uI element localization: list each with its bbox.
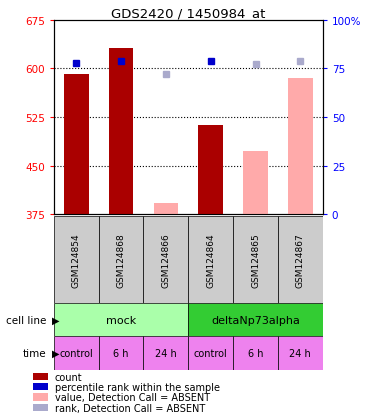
Bar [64, 75, 89, 215]
Text: mock: mock [106, 315, 136, 325]
Text: deltaNp73alpha: deltaNp73alpha [211, 315, 300, 325]
Text: control: control [194, 348, 227, 358]
Text: percentile rank within the sample: percentile rank within the sample [55, 382, 220, 392]
Bar [188, 304, 323, 337]
Bar [33, 393, 48, 401]
Text: GSM124866: GSM124866 [161, 233, 170, 287]
Bar [54, 337, 99, 370]
Text: 24 h: 24 h [155, 348, 177, 358]
Bar [144, 217, 188, 304]
Bar [233, 337, 278, 370]
Bar [99, 217, 144, 304]
Text: rank, Detection Call = ABSENT: rank, Detection Call = ABSENT [55, 403, 205, 413]
Bar [288, 79, 313, 215]
Bar [144, 337, 188, 370]
Title: GDS2420 / 1450984_at: GDS2420 / 1450984_at [111, 7, 266, 19]
Bar [154, 203, 178, 215]
Bar [54, 217, 99, 304]
Bar [188, 217, 233, 304]
Bar [33, 373, 48, 380]
Text: control: control [59, 348, 93, 358]
Text: ▶: ▶ [52, 348, 59, 358]
Text: time: time [23, 348, 46, 358]
Bar [233, 217, 278, 304]
Text: GSM124864: GSM124864 [206, 233, 215, 287]
Text: GSM124865: GSM124865 [251, 233, 260, 287]
Text: 24 h: 24 h [289, 348, 311, 358]
Text: 6 h: 6 h [113, 348, 129, 358]
Text: ▶: ▶ [52, 315, 59, 325]
Bar [33, 383, 48, 391]
Text: GSM124868: GSM124868 [116, 233, 125, 287]
Bar [198, 126, 223, 215]
Text: cell line: cell line [6, 315, 46, 325]
Text: 6 h: 6 h [248, 348, 263, 358]
Text: value, Detection Call = ABSENT: value, Detection Call = ABSENT [55, 392, 210, 403]
Bar [109, 48, 133, 215]
Bar [54, 304, 188, 337]
Bar [278, 217, 323, 304]
Bar [278, 337, 323, 370]
Text: GSM124867: GSM124867 [296, 233, 305, 287]
Bar [33, 404, 48, 411]
Text: count: count [55, 372, 82, 382]
Bar [243, 152, 268, 215]
Bar [188, 337, 233, 370]
Bar [99, 337, 144, 370]
Text: GSM124854: GSM124854 [72, 233, 81, 287]
